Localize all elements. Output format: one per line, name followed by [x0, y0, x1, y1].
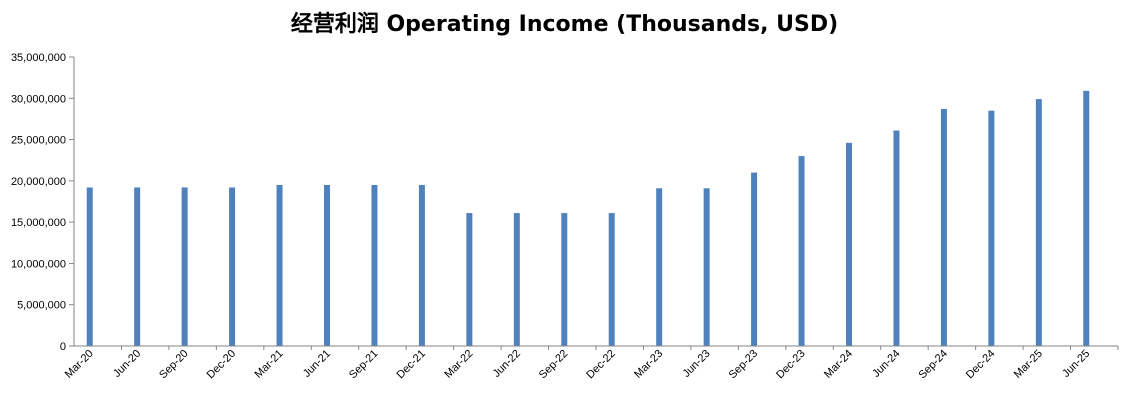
- bar-mar-25: [1035, 99, 1042, 347]
- y-tick-label: 5,000,000: [17, 300, 66, 312]
- x-tick-label: Sep-21: [347, 348, 381, 382]
- bar-mar-21: [276, 184, 283, 346]
- chart-title: 经营利润 Operating Income (Thousands, USD): [290, 12, 839, 37]
- bar-sep-21: [371, 184, 378, 346]
- bar-jun-24: [893, 130, 900, 346]
- bar-sep-24: [940, 109, 947, 347]
- x-tick-label: Dec-22: [584, 348, 618, 382]
- x-tick-label: Jun-23: [680, 348, 712, 380]
- x-axis: Mar-20 Jun-20 Sep-20 Dec-20 Mar-21 Jun-21 Sep-…: [63, 345, 1119, 382]
- x-tick-label: Mar-25: [1012, 348, 1045, 381]
- x-tick-label: Jun-22: [491, 348, 523, 380]
- bar-sep-22: [561, 213, 568, 346]
- bar-jun-23: [703, 188, 710, 346]
- y-tick-label: 15,000,000: [11, 217, 66, 229]
- x-tick-label: Dec-21: [394, 348, 428, 382]
- bar-dec-20: [229, 187, 236, 346]
- bar-jun-22: [513, 213, 520, 346]
- x-tick-label: Sep-20: [157, 348, 191, 382]
- bar-jun-20: [134, 187, 141, 346]
- x-tick-label: Mar-20: [63, 348, 96, 381]
- x-tick-label: Dec-24: [964, 348, 998, 382]
- bar-mar-20: [86, 187, 93, 346]
- bar-mar-22: [466, 213, 473, 346]
- x-tick-label: Jun-24: [870, 348, 902, 380]
- x-tick-label: Dec-23: [774, 348, 808, 382]
- x-tick-label: Mar-23: [632, 348, 665, 381]
- x-tick-label: Mar-21: [253, 348, 286, 381]
- bar-sep-20: [181, 187, 188, 346]
- bar-dec-22: [608, 213, 615, 346]
- x-tick-label: Jun-21: [301, 348, 333, 380]
- bars: [86, 90, 1090, 347]
- bar-dec-24: [988, 110, 995, 347]
- x-tick-label: Sep-24: [916, 348, 950, 382]
- y-tick-label: 20,000,000: [11, 176, 66, 188]
- x-tick-label: Jun-25: [1060, 348, 1092, 380]
- bar-mar-24: [846, 142, 852, 346]
- bar-dec-23: [798, 156, 805, 346]
- y-tick-label: 25,000,000: [11, 135, 66, 147]
- y-tick-label: 0: [60, 341, 66, 353]
- bar-sep-23: [751, 172, 758, 346]
- x-tick-label: Sep-23: [727, 348, 761, 382]
- x-tick-label: Jun-20: [111, 348, 143, 380]
- y-tick-label: 35,000,000: [11, 52, 66, 64]
- y-tick-label: 30,000,000: [11, 93, 66, 105]
- y-tick-label: 10,000,000: [11, 258, 66, 270]
- bar-jun-21: [324, 184, 330, 346]
- x-tick-label: Mar-22: [442, 348, 475, 381]
- y-axis: 0 5,000,000 10,000,000 15,000,000 20,000,000…: [11, 52, 75, 353]
- x-tick-label: Dec-20: [205, 348, 239, 382]
- bar-jun-25: [1083, 90, 1090, 347]
- x-tick-label: Sep-22: [537, 348, 571, 382]
- x-tick-label: Mar-24: [822, 348, 855, 381]
- bar-mar-23: [656, 188, 663, 346]
- bar-dec-21: [418, 184, 425, 346]
